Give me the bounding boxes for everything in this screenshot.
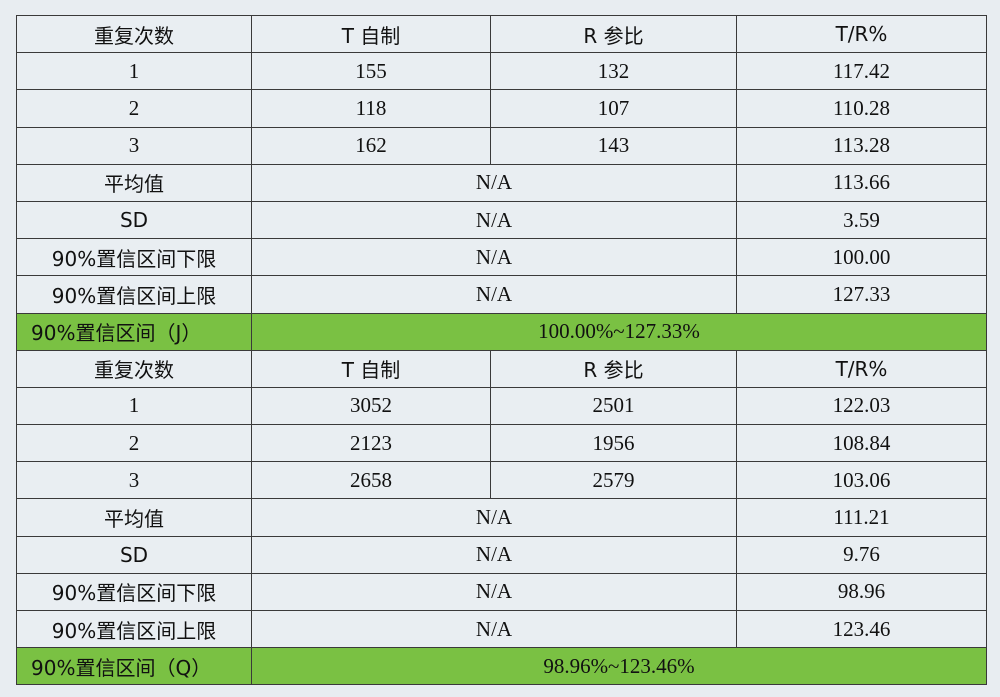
table-cell: 2501 [490,386,737,426]
table-cell: 132 [490,52,737,91]
table-row: 1 155 132 117.42 [16,52,987,91]
table-cell: 2123 [251,424,491,463]
table-cell: 2658 [251,461,491,500]
stat-label: SD [16,535,252,574]
table-row: 1 3052 2501 122.03 [16,386,987,426]
stat-value: 100.00 [736,238,987,277]
interval-label: 90%置信区间（Q） [16,647,252,686]
table-row: 3 2658 2579 103.06 [16,461,987,500]
stat-row: 90%置信区间下限 N/A 98.96 [16,572,987,612]
stat-value: 127.33 [736,275,987,314]
stat-na: N/A [251,238,737,277]
table-cell: 1 [16,386,252,426]
stat-row: SD N/A 9.76 [16,535,987,574]
stat-value: 98.96 [736,572,987,612]
table-cell: 107 [490,89,737,128]
table-cell: 117.42 [736,52,987,91]
stat-label: 平均值 [16,163,252,202]
stat-na: N/A [251,535,737,574]
table-cell: 2 [16,89,252,128]
results-table: 重复次数 T 自制 R 参比 T/R% 1 155 132 117.42 2 118 107 110.… [16,14,987,686]
confidence-interval-row: 90%置信区间（J） 100.00%~127.33% [16,312,987,351]
table-cell: 110.28 [736,89,987,128]
stat-row: 90%置信区间下限 N/A 100.00 [16,238,987,277]
header-row: 重复次数 T 自制 R 参比 T/R% [16,349,987,388]
table-cell: 3052 [251,386,491,426]
stat-na: N/A [251,609,737,649]
table-cell: 1 [16,52,252,91]
table-cell: 118 [251,89,491,128]
stat-na: N/A [251,498,737,537]
stat-label: 90%置信区间下限 [16,572,252,612]
table-cell: 162 [251,126,491,165]
stat-value: 113.66 [736,163,987,202]
interval-value: 98.96%~123.46% [251,647,987,686]
table-row: 2 118 107 110.28 [16,89,987,128]
header-row: 重复次数 T 自制 R 参比 T/R% [16,14,987,54]
stat-row: 90%置信区间上限 N/A 127.33 [16,275,987,314]
header-t-self: T 自制 [251,14,491,54]
stat-value: 3.59 [736,200,987,240]
table-cell: 143 [490,126,737,165]
table-cell: 155 [251,52,491,91]
header-t-self: T 自制 [251,349,491,388]
table-cell: 2579 [490,461,737,500]
stat-label: 平均值 [16,498,252,537]
stat-label: 90%置信区间上限 [16,275,252,314]
table-cell: 113.28 [736,126,987,165]
stat-value: 123.46 [736,609,987,649]
table-cell: 1956 [490,424,737,463]
table-cell: 122.03 [736,386,987,426]
header-r-ref: R 参比 [490,14,737,54]
stat-value: 111.21 [736,498,987,537]
table-row: 2 2123 1956 108.84 [16,424,987,463]
stat-na: N/A [251,275,737,314]
stat-row: 90%置信区间上限 N/A 123.46 [16,609,987,649]
stat-label: 90%置信区间上限 [16,609,252,649]
header-repeat: 重复次数 [16,14,252,54]
stat-row: 平均值 N/A 113.66 [16,163,987,202]
header-tr-percent: T/R% [736,349,987,388]
table-cell: 108.84 [736,424,987,463]
table-cell: 2 [16,424,252,463]
stat-na: N/A [251,572,737,612]
confidence-interval-row: 90%置信区间（Q） 98.96%~123.46% [16,647,987,686]
table-cell: 103.06 [736,461,987,500]
stat-label: 90%置信区间下限 [16,238,252,277]
interval-value: 100.00%~127.33% [251,312,987,351]
interval-label: 90%置信区间（J） [16,312,252,351]
table-row: 3 162 143 113.28 [16,126,987,165]
header-repeat: 重复次数 [16,349,252,388]
stat-row: SD N/A 3.59 [16,200,987,240]
stat-na: N/A [251,163,737,202]
header-tr-percent: T/R% [736,14,987,54]
table-cell: 3 [16,126,252,165]
header-r-ref: R 参比 [490,349,737,388]
stat-value: 9.76 [736,535,987,574]
stat-na: N/A [251,200,737,240]
stat-label: SD [16,200,252,240]
stat-row: 平均值 N/A 111.21 [16,498,987,537]
table-cell: 3 [16,461,252,500]
